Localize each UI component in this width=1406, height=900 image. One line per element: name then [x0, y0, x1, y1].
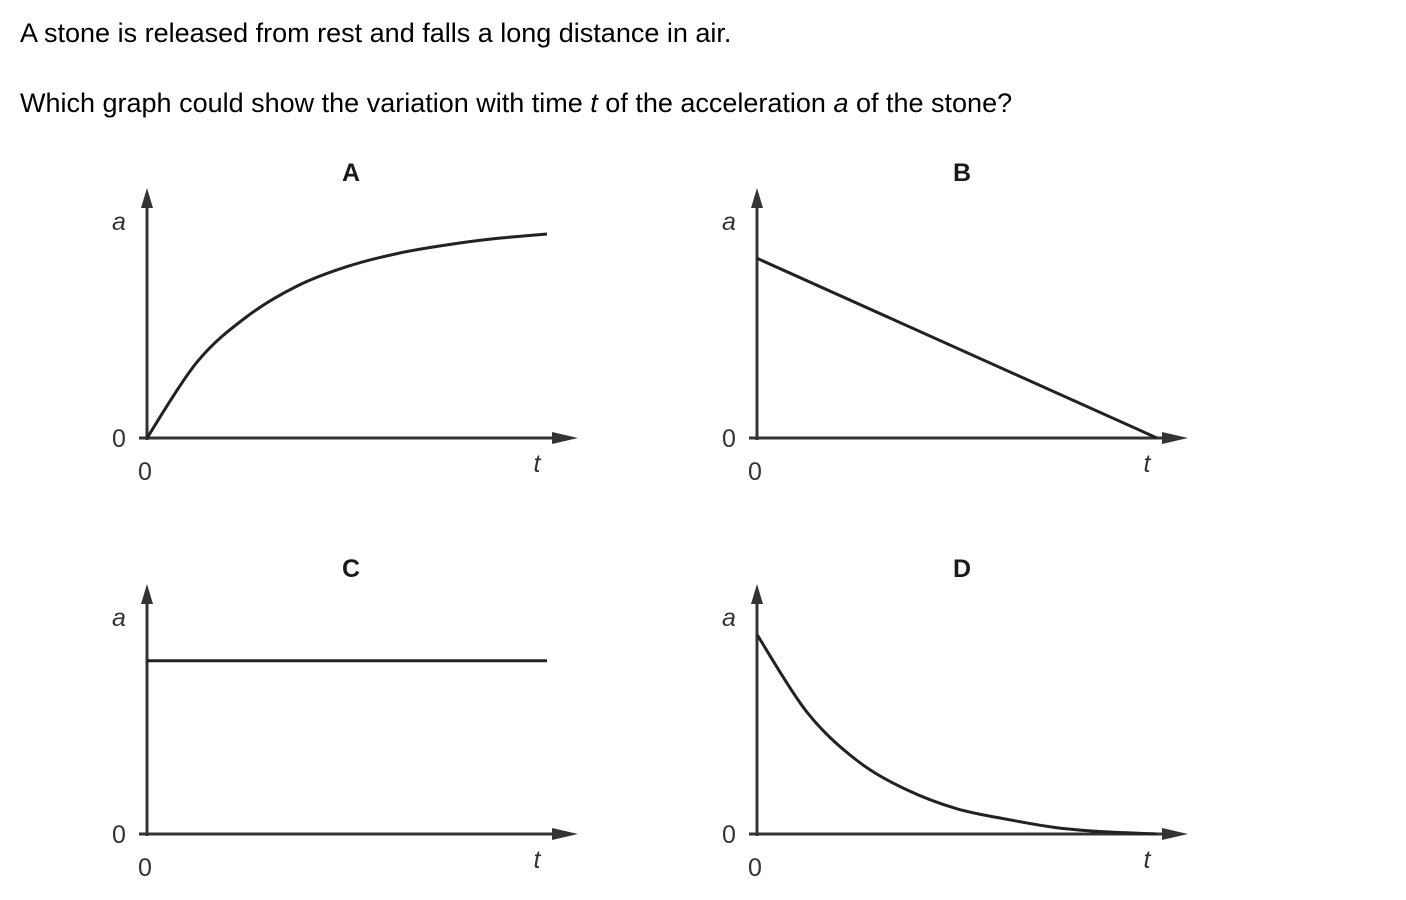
y-axis-arrow [141, 188, 153, 208]
question-text-part: Which graph could show the variation wit… [20, 88, 591, 118]
question-line-2: Which graph could show the variation wit… [20, 87, 1012, 119]
question-variable-a: a [833, 88, 849, 118]
y-axis-label: a [722, 604, 736, 632]
y-origin-label: 0 [112, 425, 126, 453]
y-axis-arrow [751, 188, 763, 208]
x-origin-label: 0 [138, 458, 152, 486]
x-axis-label: t [1144, 846, 1152, 874]
y-origin-label: 0 [722, 425, 736, 453]
question-line-1: A stone is released from rest and falls … [20, 18, 732, 48]
x-axis-arrow [1162, 432, 1188, 444]
x-axis-arrow [1162, 828, 1188, 840]
x-origin-label: 0 [138, 854, 152, 882]
option-letter-b: B [953, 159, 971, 187]
x-axis-label: t [1144, 450, 1152, 478]
y-axis-label: a [112, 208, 126, 236]
x-origin-label: 0 [748, 458, 762, 486]
y-origin-label: 0 [112, 821, 126, 849]
x-axis-label: t [534, 846, 542, 874]
y-axis-arrow [141, 584, 153, 604]
y-axis-arrow [751, 584, 763, 604]
x-axis-arrow [552, 828, 578, 840]
acceleration-curve-b [756, 256, 1158, 440]
graph-panel-d: Da 00 t [722, 555, 1188, 882]
y-axis-label: a [722, 208, 736, 236]
graph-panel-c: Ca 00 t [112, 555, 578, 882]
question-text-part: of the acceleration [597, 88, 834, 118]
y-origin-label: 0 [722, 821, 736, 849]
option-letter-d: D [953, 555, 971, 583]
question-text-part: of the stone? [848, 88, 1013, 118]
option-letter-a: A [342, 159, 360, 187]
x-axis-label: t [534, 450, 542, 478]
graph-panel-a: Aa 00 t [112, 159, 578, 486]
x-axis-arrow [552, 432, 578, 444]
graph-panel-b: Ba 00 t [722, 159, 1188, 486]
acceleration-curve-a [145, 232, 548, 439]
x-origin-label: 0 [748, 854, 762, 882]
option-letter-c: C [342, 555, 360, 583]
acceleration-curve-d [755, 633, 1158, 836]
question-variable-t: t [590, 88, 598, 118]
y-axis-label: a [112, 604, 126, 632]
